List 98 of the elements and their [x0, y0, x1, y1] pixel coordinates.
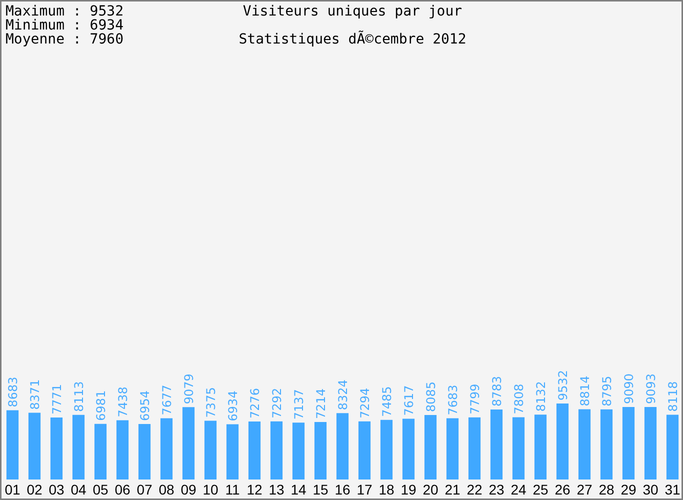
text: Minimum : 6934	[6, 18, 124, 34]
bar	[380, 420, 393, 480]
data-label: 9079	[182, 374, 196, 404]
data-label: 6954	[138, 390, 152, 422]
data-label: 8324	[336, 380, 350, 410]
bar	[446, 418, 459, 480]
chart-title: Visiteurs uniques par jour	[242, 4, 462, 20]
bar	[226, 424, 239, 480]
x-tick-label: 08	[158, 482, 174, 498]
text: Moyenne : 7960	[6, 32, 124, 48]
bar	[182, 407, 195, 480]
bar	[116, 420, 129, 480]
bar	[358, 421, 371, 480]
x-tick-label: 04	[70, 482, 86, 498]
data-label: 8371	[28, 379, 42, 410]
x-tick-label: 27	[576, 482, 592, 498]
bar	[402, 418, 415, 480]
x-tick-label: 30	[642, 482, 658, 498]
data-label: 7137	[292, 389, 306, 420]
data-label: 8814	[578, 376, 592, 406]
bar	[468, 417, 481, 480]
data-label: 7375	[204, 387, 218, 418]
x-tick-label: 07	[136, 482, 152, 498]
bar	[50, 418, 63, 480]
x-tick-label: 19	[400, 482, 416, 498]
bar	[6, 410, 19, 480]
text: Maximum : 9532	[6, 4, 124, 20]
bar	[600, 409, 613, 480]
bar	[204, 420, 217, 480]
data-label: 8118	[666, 381, 680, 412]
bar	[666, 414, 679, 480]
x-tick-label: 31	[664, 482, 680, 498]
data-label: 7808	[512, 384, 526, 414]
chart-subtitle: Statistiques dÃ©cembre 2012	[238, 30, 466, 48]
data-label: 7799	[468, 384, 482, 414]
bar	[336, 413, 349, 480]
bar	[28, 412, 41, 480]
x-tick-label: 10	[202, 482, 218, 498]
x-tick-label: 25	[532, 482, 548, 498]
bar	[424, 415, 437, 480]
bar	[534, 414, 547, 480]
x-tick-label: 24	[510, 482, 526, 498]
data-label: 7485	[380, 386, 394, 417]
x-tick-label: 29	[620, 482, 636, 498]
data-label: 8113	[72, 381, 86, 412]
x-tick-label: 21	[444, 482, 460, 498]
x-tick-label: 03	[48, 482, 64, 498]
data-label: 6981	[94, 390, 108, 421]
x-tick-label: 15	[312, 482, 328, 498]
bar	[248, 421, 261, 480]
data-label: 7617	[402, 385, 416, 416]
bar	[578, 409, 591, 480]
bar	[314, 422, 327, 480]
data-label: 8683	[6, 376, 20, 408]
data-label: 8795	[600, 376, 614, 406]
x-tick-label: 14	[290, 482, 306, 498]
x-tick-label: 01	[4, 482, 20, 498]
data-label: 7294	[358, 388, 372, 418]
data-label: 7677	[160, 384, 174, 416]
data-label: 6934	[226, 390, 240, 422]
bar	[292, 422, 305, 480]
data-label: 7214	[314, 388, 328, 419]
x-tick-label: 22	[466, 482, 482, 498]
bar	[556, 404, 569, 480]
bar	[94, 424, 107, 480]
data-label: 7771	[50, 384, 64, 415]
x-tick-label: 28	[598, 482, 614, 498]
data-label: 9532	[556, 370, 570, 400]
bar	[622, 407, 635, 480]
bar	[490, 409, 503, 480]
data-label: 7276	[248, 388, 262, 418]
x-tick-label: 05	[92, 482, 108, 498]
x-tick-label: 16	[334, 482, 350, 498]
data-label: 8085	[424, 381, 438, 412]
bar	[270, 421, 283, 480]
x-tick-label: 09	[180, 482, 196, 498]
x-tick-label: 26	[554, 482, 570, 498]
x-tick-label: 18	[378, 482, 394, 498]
bar	[160, 418, 173, 480]
data-label: 8132	[534, 381, 548, 412]
x-tick-label: 02	[26, 482, 42, 498]
bar	[72, 414, 85, 480]
data-label: 7292	[270, 388, 284, 418]
data-label: 7683	[446, 384, 460, 416]
data-label: 8783	[490, 376, 504, 406]
x-tick-label: 12	[246, 482, 262, 498]
x-tick-label: 17	[356, 482, 372, 498]
x-tick-label: 11	[225, 482, 240, 498]
data-label: 9093	[644, 373, 658, 404]
x-tick-label: 20	[422, 482, 438, 498]
data-label: 7438	[116, 386, 130, 418]
x-tick-label: 06	[114, 482, 130, 498]
x-tick-label: 23	[488, 482, 504, 498]
bar	[644, 407, 657, 480]
bar	[138, 424, 151, 480]
bar	[512, 417, 525, 480]
x-tick-label: 13	[268, 482, 284, 498]
data-label: 9090	[622, 373, 636, 404]
